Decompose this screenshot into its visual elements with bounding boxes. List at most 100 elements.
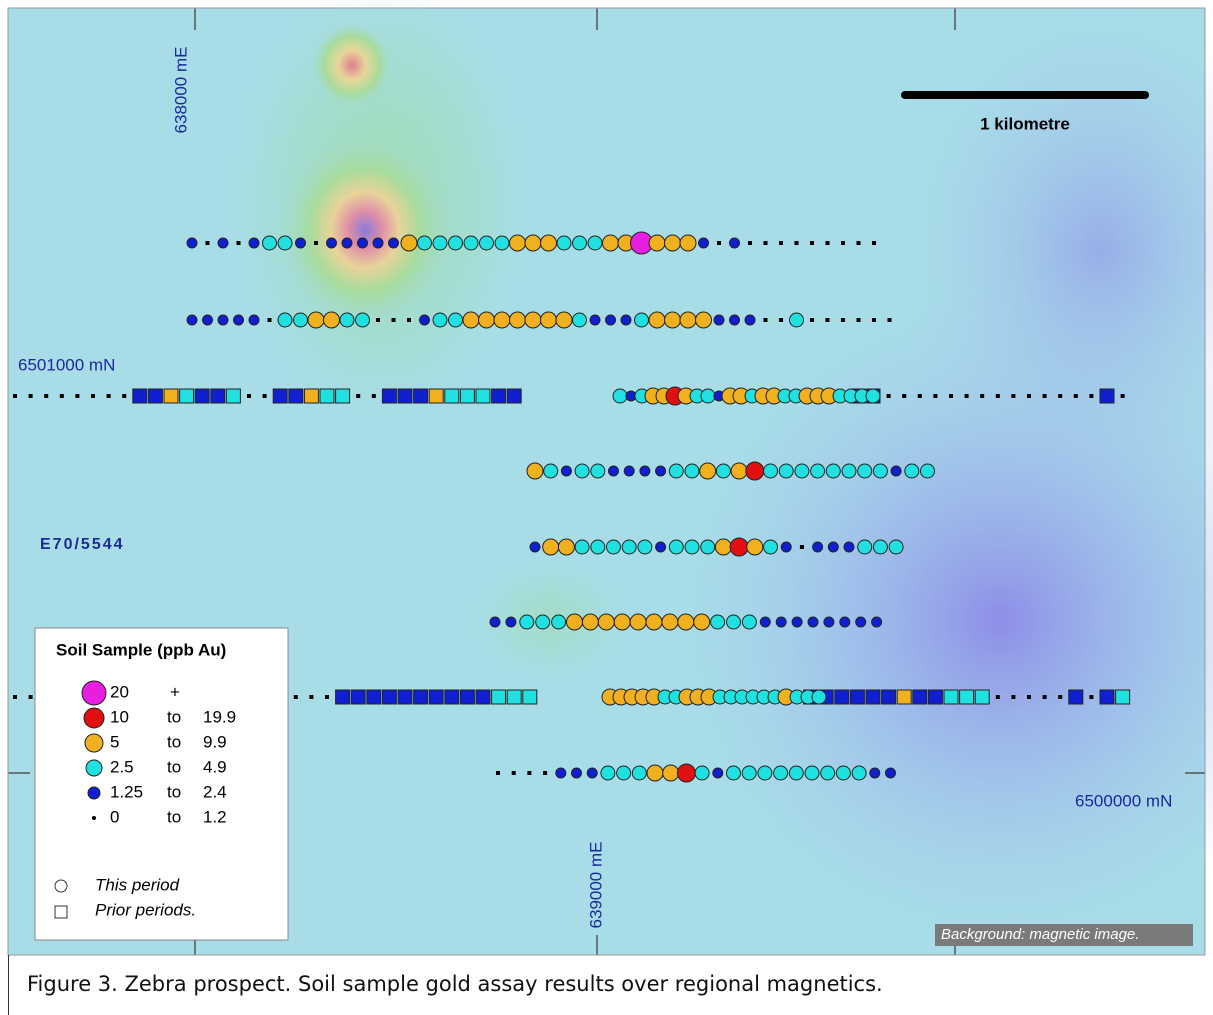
sample-prior: [1069, 690, 1083, 704]
sample-current: [905, 464, 919, 478]
sample-current: [646, 614, 662, 630]
legend: Soil Sample (ppb Au) 20+10to19.95to9.92.…: [35, 628, 288, 940]
sample-point: [810, 241, 814, 245]
sample-point: [247, 394, 251, 398]
sample-current: [573, 236, 587, 250]
sample-point: [810, 318, 814, 322]
sample-current: [731, 463, 747, 479]
sample-current: [401, 235, 417, 251]
legend-max: +: [170, 682, 180, 701]
sample-current: [356, 313, 370, 327]
sample-current: [873, 464, 887, 478]
sample-current: [858, 540, 872, 554]
sample-point: [543, 771, 547, 775]
sample-prior: [445, 690, 459, 704]
sample-prior: [460, 389, 474, 403]
sample-point: [122, 394, 126, 398]
sample-current: [278, 236, 292, 250]
sample-current: [647, 765, 663, 781]
legend-marker: [85, 734, 103, 752]
sample-current: [340, 313, 354, 327]
sample-point: [779, 241, 783, 245]
sample-current: [856, 617, 866, 627]
legend-max: 1.2: [203, 807, 227, 826]
sample-prior: [164, 389, 178, 403]
sample-point: [325, 695, 329, 699]
sample-current: [811, 464, 825, 478]
sample-current: [582, 614, 598, 630]
sample-current: [840, 617, 850, 627]
sample-prior: [351, 690, 365, 704]
sample-current: [792, 617, 802, 627]
sample-prior: [273, 389, 287, 403]
sample-current: [891, 466, 901, 476]
sample-point: [1043, 695, 1047, 699]
sample-current: [669, 464, 683, 478]
sample-current: [598, 614, 614, 630]
legend-max: 2.4: [203, 782, 227, 801]
sample-current: [389, 238, 399, 248]
sample-prior: [975, 690, 989, 704]
sample-prior: [398, 389, 412, 403]
sample-prior: [897, 690, 911, 704]
sample-current: [525, 312, 541, 328]
sample-current: [541, 235, 557, 251]
sample-current: [575, 464, 589, 478]
sample-current: [234, 315, 244, 325]
sample-current: [821, 766, 835, 780]
sample-current: [813, 542, 823, 552]
sample-current: [727, 766, 741, 780]
sample-current: [187, 315, 197, 325]
sample-prior: [180, 389, 194, 403]
sample-point: [826, 318, 830, 322]
legend-sep: to: [167, 757, 181, 776]
sample-point: [1043, 394, 1047, 398]
sample-current: [808, 617, 818, 627]
sample-current: [433, 236, 447, 250]
sample-current: [669, 540, 683, 554]
sample-current: [760, 617, 770, 627]
sample-point: [918, 394, 922, 398]
sample-prior: [445, 389, 459, 403]
sample-current: [510, 235, 526, 251]
sample-current: [433, 313, 447, 327]
sample-current: [711, 615, 725, 629]
sample-point: [980, 394, 984, 398]
sample-current: [727, 615, 741, 629]
sample-current: [324, 312, 340, 328]
sample-current: [742, 615, 756, 629]
legend-min: 20: [110, 682, 129, 701]
sample-current: [872, 617, 882, 627]
sample-current: [420, 315, 430, 325]
sample-point: [13, 394, 17, 398]
sample-prior: [148, 389, 162, 403]
sample-prior: [476, 690, 490, 704]
sample-prior: [382, 389, 396, 403]
sample-current: [649, 235, 665, 251]
sample-current: [730, 315, 740, 325]
sample-current: [656, 542, 666, 552]
sample-point: [407, 318, 411, 322]
sample-current: [573, 313, 587, 327]
sample-current: [530, 542, 540, 552]
sample-current: [327, 238, 337, 248]
anomaly: [312, 23, 392, 107]
sample-point: [779, 318, 783, 322]
sample-current: [587, 768, 597, 778]
legend-sep: to: [167, 807, 181, 826]
sample-prior: [429, 389, 443, 403]
sample-current: [572, 768, 582, 778]
sample-prior: [492, 690, 506, 704]
sample-prior: [211, 389, 225, 403]
sample-point: [1058, 394, 1062, 398]
sample-point: [841, 241, 845, 245]
sample-current: [449, 313, 463, 327]
sample-point: [60, 394, 64, 398]
sample-current: [781, 542, 791, 552]
sample-current: [520, 615, 534, 629]
sample-point: [872, 241, 876, 245]
sample-prior: [1116, 690, 1130, 704]
sample-current: [249, 315, 259, 325]
sample-current: [795, 464, 809, 478]
sample-point: [309, 695, 313, 699]
